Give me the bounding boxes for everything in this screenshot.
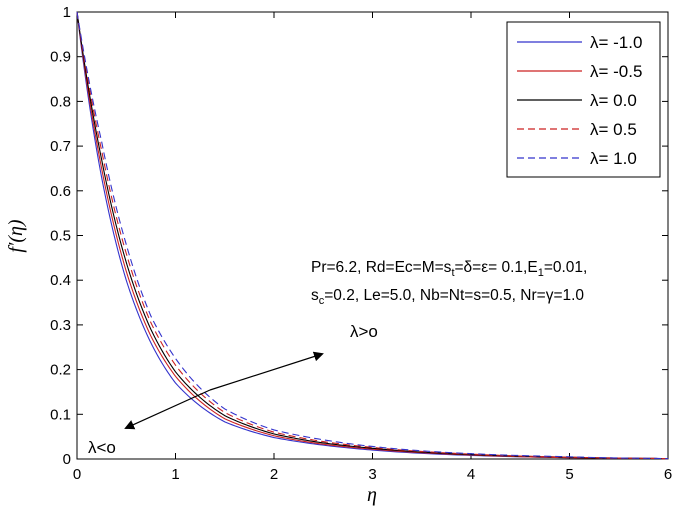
x-tick-label: 1 <box>171 466 179 483</box>
y-tick-label: 0.4 <box>50 272 71 289</box>
param1-part-c: =0.01, <box>544 259 588 276</box>
y-tick-label: 0.9 <box>50 49 71 66</box>
param2-part-a: s <box>311 287 319 304</box>
y-tick-label: 0.2 <box>50 362 71 379</box>
series-line-4 <box>76 11 669 460</box>
annotation-lambda-negative: λ<o <box>88 438 116 457</box>
annotation-lambda-positive: λ>o <box>350 322 378 341</box>
legend: λ= -1.0 λ= -0.5 λ= 0.0 λ= 0.5 λ= 1.0 <box>506 21 661 178</box>
y-tick-label: 0.3 <box>50 317 71 334</box>
x-tick-label: 5 <box>565 466 573 483</box>
param1-sub-a: t <box>451 267 454 279</box>
y-tick-label: 1 <box>63 4 71 21</box>
x-tick-label: 2 <box>270 466 278 483</box>
x-tick-label: 0 <box>73 466 81 483</box>
legend-label-0: λ= -1.0 <box>590 33 642 52</box>
direction-arrow-back <box>124 389 211 430</box>
y-tick-label: 0.8 <box>50 93 71 110</box>
x-tick-label: 3 <box>368 466 376 483</box>
legend-label-3: λ= 0.5 <box>590 120 637 139</box>
param1-sub-b: 1 <box>538 267 544 279</box>
data-series <box>76 11 669 460</box>
param2-sub-a: c <box>319 295 325 307</box>
param1-part-b: =δ=ε= 0.1,E <box>455 259 538 276</box>
parameters-line-1: Pr=6.2, Rd=Ec=M=st=δ=ε= 0.1,E1=0.01, <box>311 259 587 279</box>
y-tick-label: 0 <box>63 451 71 468</box>
x-tick-label: 6 <box>664 466 672 483</box>
y-tick-label: 0.5 <box>50 228 71 245</box>
parameters-line-2: sc=0.2, Le=5.0, Nb=Nt=s=0.5, Nr=γ=1.0 <box>311 287 584 307</box>
y-tick-label: 0.1 <box>50 406 71 423</box>
param1-part-a: Pr=6.2, Rd=Ec=M=s <box>311 259 452 276</box>
y-tick-label: 0.7 <box>50 138 71 155</box>
x-axis-label: η <box>367 484 377 506</box>
x-tick-label: 4 <box>467 466 475 483</box>
legend-label-4: λ= 1.0 <box>590 149 637 168</box>
legend-items: λ= -1.0 λ= -0.5 λ= 0.0 λ= 0.5 λ= 1.0 <box>517 33 642 168</box>
legend-label-2: λ= 0.0 <box>590 91 637 110</box>
y-axis-label: f′(η) <box>5 219 27 253</box>
legend-label-1: λ= -0.5 <box>590 62 642 81</box>
axis-ticks: 0 1 2 3 4 5 6 0 0.1 0.2 0.3 0.4 0.5 0.6 0.7 0.8 0.9 1 <box>50 4 672 483</box>
y-tick-label: 0.6 <box>50 183 71 200</box>
param2-part-b: =0.2, Le=5.0, Nb=Nt=s=0.5, Nr=γ=1.0 <box>324 287 584 304</box>
series-line-3 <box>76 11 669 460</box>
direction-arrow <box>209 351 324 391</box>
